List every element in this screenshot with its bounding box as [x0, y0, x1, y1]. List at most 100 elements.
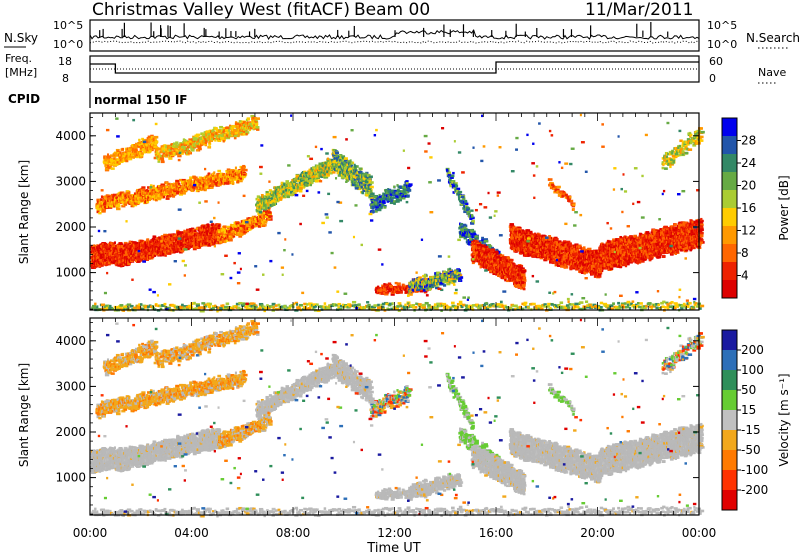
power-cell: [220, 235, 225, 239]
date-title: 11/Mar/2011: [585, 0, 693, 20]
power-cell: [247, 225, 251, 229]
power-cell: [112, 193, 117, 197]
power-cell: [203, 188, 206, 191]
power-cell: [268, 216, 271, 220]
power-cell: [202, 233, 206, 236]
power-cell: [159, 253, 162, 257]
power-cell: [225, 238, 230, 242]
power-cell: [96, 198, 101, 202]
power-cell: [157, 241, 161, 245]
power-cell: [117, 258, 121, 262]
power-cell: [106, 262, 109, 265]
power-cell: [106, 205, 110, 209]
power-cell: [260, 218, 263, 222]
power-cell: [234, 166, 237, 170]
power-cell: [172, 248, 175, 251]
power-cell: [165, 197, 170, 200]
power-cell: [165, 186, 170, 189]
power-cell: [204, 182, 208, 186]
power-cell: [233, 227, 238, 231]
power-cell: [136, 243, 140, 247]
power-cell: [215, 228, 219, 231]
power-cell: [174, 250, 179, 253]
power-cell: [160, 235, 164, 238]
power-cell: [159, 252, 163, 256]
power-cell: [209, 174, 212, 178]
power-cell: [115, 263, 118, 267]
power-cell: [116, 253, 120, 256]
power-cell: [211, 241, 216, 245]
power-cell: [181, 178, 186, 182]
power-cell: [134, 249, 137, 253]
freq-trace: [90, 61, 699, 74]
power-cell: [109, 196, 113, 200]
power-cell: [96, 210, 100, 214]
power-cell: [239, 223, 243, 226]
power-cell: [161, 252, 166, 256]
power-cell: [158, 236, 162, 240]
power-cell: [240, 220, 244, 223]
power-cell: [210, 223, 215, 227]
power-cell: [206, 232, 209, 236]
power-cell: [247, 221, 250, 224]
power-cell: [121, 196, 124, 200]
power-cell: [138, 239, 141, 243]
nsky-tick-top: 10^5: [53, 19, 83, 32]
power-cell: [156, 196, 161, 200]
power-cell: [236, 229, 239, 232]
power-cell: [167, 249, 170, 253]
power-cell: [98, 247, 103, 251]
power-cell: [112, 250, 116, 254]
power-cell: [129, 243, 133, 247]
power-cell: [207, 172, 211, 176]
power-cell: [257, 223, 262, 227]
power-cell: [203, 230, 207, 234]
power-cell: [129, 256, 133, 259]
power-cell: [259, 220, 263, 224]
power-cell: [158, 247, 162, 251]
power-cell: [268, 215, 272, 218]
power-cell: [151, 255, 155, 259]
power-cell: [141, 242, 146, 245]
power-cell: [217, 232, 222, 235]
power-cell: [170, 183, 173, 186]
power-cell: [151, 195, 154, 199]
power-cell: [117, 251, 122, 254]
power-cell: [210, 181, 214, 185]
power-cell: [117, 202, 121, 206]
nsky-label: N.Sky: [4, 31, 38, 45]
power-cell: [179, 240, 182, 243]
power-cell: [113, 200, 117, 203]
power-cell: [164, 254, 167, 257]
power-cell: [189, 178, 193, 182]
power-cell: [146, 200, 150, 204]
power-cell: [131, 196, 136, 200]
power-cell: [123, 196, 127, 199]
power-cell: [194, 180, 199, 184]
power-cell: [209, 234, 213, 238]
power-cell: [187, 187, 191, 190]
power-cell: [135, 259, 139, 263]
power-cell: [132, 204, 135, 208]
power-cell: [159, 194, 163, 198]
power-cell: [184, 181, 188, 185]
power-cell: [230, 225, 233, 229]
power-cell: [124, 200, 130, 204]
power-cell: [92, 262, 96, 265]
power-cell: [138, 252, 142, 256]
power-cell: [271, 203, 276, 206]
power-cell: [175, 179, 180, 183]
cpid-value: normal 150 IF: [94, 93, 188, 107]
power-cell: [160, 183, 165, 187]
power-cell: [205, 178, 209, 182]
freq-tick-bottom: 8: [62, 72, 69, 85]
power-cell: [180, 180, 185, 184]
power-cell: [196, 243, 199, 246]
power-cell: [103, 254, 106, 257]
power-cell: [215, 128, 219, 131]
power-cell: [190, 188, 194, 191]
power-cell: [196, 236, 200, 240]
power-cell: [105, 194, 111, 198]
power-cell: [120, 259, 123, 263]
power-cell: [121, 193, 124, 197]
